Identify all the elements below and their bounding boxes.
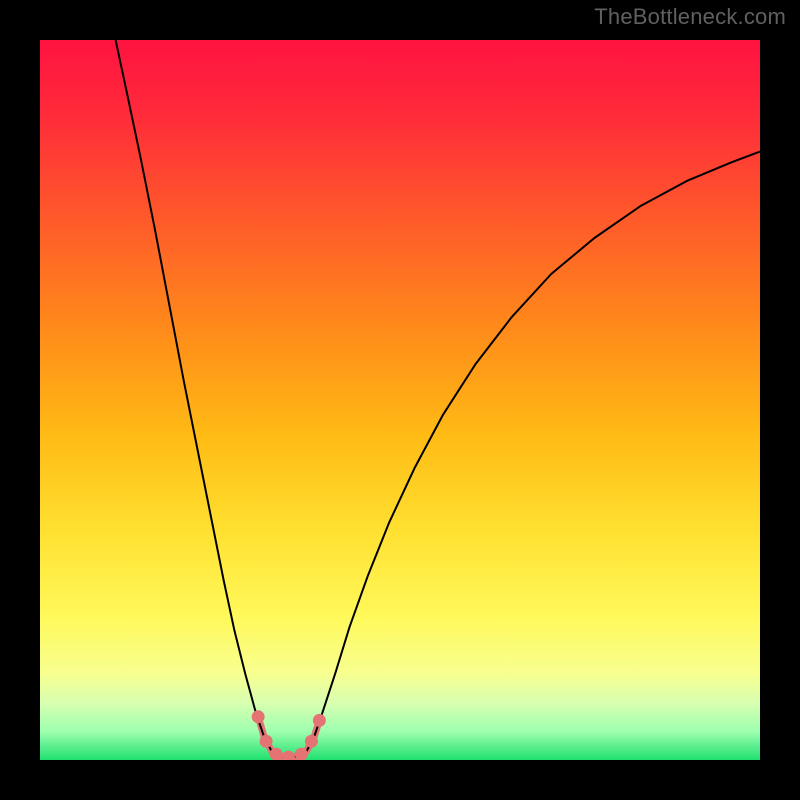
data-marker — [270, 748, 283, 761]
watermark-label: TheBottleneck.com — [594, 4, 786, 30]
plot-background — [40, 40, 760, 760]
data-marker — [305, 735, 318, 748]
bottleneck-chart — [0, 0, 800, 800]
data-marker — [252, 710, 265, 723]
chart-root: TheBottleneck.com — [0, 0, 800, 800]
data-marker — [295, 748, 308, 761]
data-marker — [313, 714, 326, 727]
data-marker — [260, 735, 273, 748]
